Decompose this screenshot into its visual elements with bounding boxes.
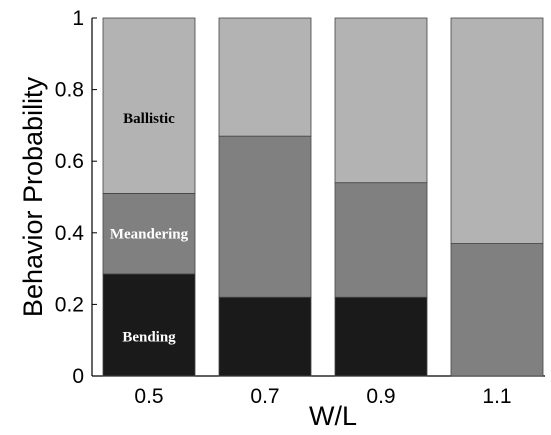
y-tick-label: 0.8 — [55, 79, 84, 102]
x-axis-title: W/L — [309, 401, 357, 431]
plot-area — [91, 17, 545, 377]
bar-segment-bending-0.7 — [218, 296, 312, 377]
bar-segment-ballistic-0.5 — [102, 17, 196, 194]
bar-segment-meandering-0.7 — [218, 135, 312, 298]
bar-segment-meandering-0.9 — [334, 182, 428, 298]
x-tick-label: 0.7 — [250, 385, 279, 408]
y-axis-title: Behavior Probability — [18, 76, 48, 317]
y-tick-label: 0.6 — [55, 150, 84, 173]
bar-segment-ballistic-1.1 — [450, 17, 544, 244]
y-tick-label: 1 — [72, 7, 84, 30]
bar-segment-ballistic-0.9 — [334, 17, 428, 184]
bar-segment-bending-0.9 — [334, 296, 428, 377]
y-tick-label: 0 — [72, 365, 84, 388]
y-axis-ticks: 0 0.2 0.4 0.6 0.8 1 — [55, 7, 97, 388]
x-tick-label: 0.5 — [134, 385, 163, 408]
series-label-bending: Bending — [122, 330, 176, 346]
bar-segment-ballistic-0.7 — [218, 17, 312, 137]
x-tick-label: 1.1 — [482, 385, 511, 408]
y-tick-label: 0.4 — [55, 222, 85, 245]
bar-segment-meandering-1.1 — [450, 243, 544, 377]
series-label-meandering: Meandering — [110, 227, 189, 243]
segment-labels: Bending Meandering Ballistic — [110, 111, 189, 345]
x-tick-label: 0.9 — [366, 385, 395, 408]
x-axis-ticks: 0.5 0.7 0.9 1.1 — [134, 385, 511, 408]
y-tick-label: 0.2 — [55, 293, 84, 316]
series-label-ballistic: Ballistic — [123, 111, 175, 127]
bar-segment-bending-0.5 — [102, 273, 196, 377]
bar-segment-meandering-0.5 — [102, 193, 196, 275]
